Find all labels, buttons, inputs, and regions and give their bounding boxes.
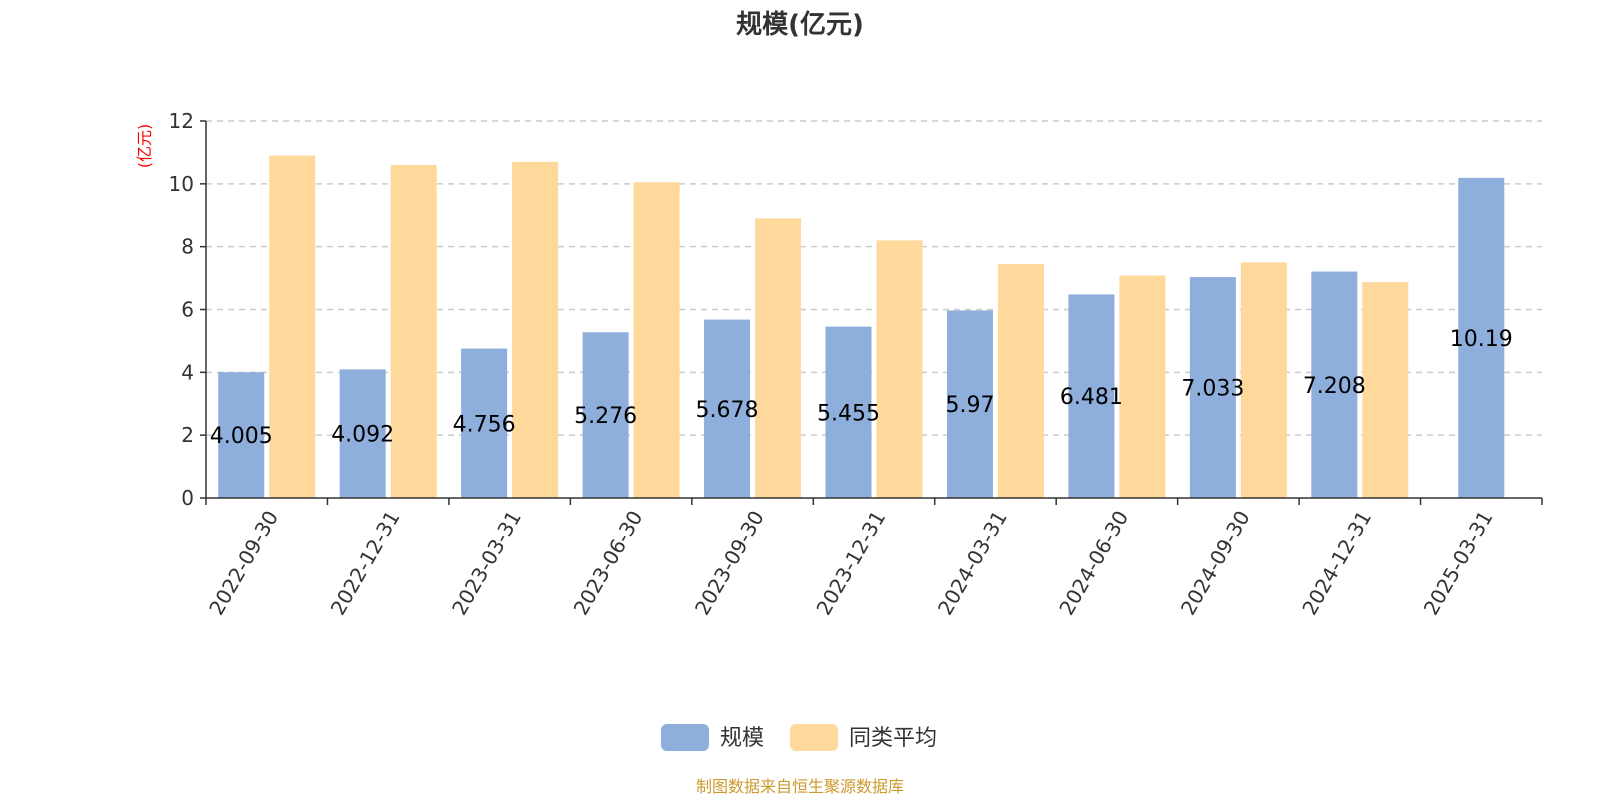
bar-9-peer-average[interactable] — [1362, 282, 1409, 498]
legend-swatch[interactable] — [661, 724, 709, 751]
bar-7-peer-average[interactable] — [1119, 275, 1166, 498]
data-labels: 4.005 4.092 4.756 5.276 5.678 5.455 5.97 6.481 7… — [210, 327, 1513, 449]
bar-3-scale[interactable] — [582, 332, 629, 498]
x-tick-label: 2023-12-31 — [811, 507, 890, 620]
x-tick-label: 2025-03-31 — [1419, 507, 1498, 620]
y-tick-label: 8 — [181, 235, 194, 259]
x-tick-label: 2022-12-31 — [326, 507, 405, 620]
bar-3-peer-average[interactable] — [633, 182, 680, 498]
bar-6-peer-average[interactable] — [997, 263, 1044, 498]
data-label: 10.19 — [1450, 327, 1513, 352]
data-label: 7.033 — [1181, 377, 1244, 402]
data-label: 4.005 — [210, 424, 273, 449]
bar-5-scale[interactable] — [825, 326, 872, 498]
data-label: 6.481 — [1060, 385, 1123, 410]
data-label: 4.756 — [453, 412, 516, 437]
bar-2-scale[interactable] — [461, 348, 508, 498]
y-axis-unit: (亿元) — [135, 124, 154, 169]
bar-8-scale[interactable] — [1189, 277, 1236, 498]
y-tick-label: 6 — [181, 298, 194, 322]
x-tick-label: 2022-09-30 — [204, 507, 283, 620]
bar-6-scale[interactable] — [946, 310, 993, 498]
legend-label[interactable]: 规模 — [720, 726, 764, 751]
bar-10-scale[interactable] — [1458, 177, 1505, 498]
legend-label[interactable]: 同类平均 — [849, 726, 937, 751]
data-label: 5.97 — [945, 393, 994, 418]
data-label: 5.276 — [574, 404, 637, 429]
bar-5-peer-average[interactable] — [876, 240, 923, 498]
bar-9-scale[interactable] — [1311, 271, 1358, 498]
x-tick-label: 2023-03-31 — [447, 507, 526, 620]
bar-7-scale[interactable] — [1068, 294, 1115, 498]
data-label: 5.455 — [817, 401, 880, 426]
x-tick-label: 2024-06-30 — [1054, 507, 1133, 620]
bar-2-peer-average[interactable] — [512, 161, 559, 498]
y-tick-label: 2 — [181, 423, 194, 447]
data-label: 7.208 — [1303, 374, 1366, 399]
bar-0-peer-average[interactable] — [269, 155, 316, 498]
x-tick-label: 2023-06-30 — [569, 507, 648, 620]
x-tick-label: 2024-03-31 — [933, 507, 1012, 620]
legend-swatch[interactable] — [790, 724, 838, 751]
bar-8-peer-average[interactable] — [1240, 262, 1287, 498]
source-note: 制图数据来自恒生聚源数据库 — [696, 777, 904, 796]
chart-title: 规模(亿元) — [736, 10, 864, 40]
y-tick-label: 0 — [181, 486, 194, 510]
y-tick-label: 4 — [181, 360, 194, 384]
y-tick-label: 10 — [169, 172, 194, 196]
y-tick-label: 12 — [169, 109, 194, 133]
bar-4-peer-average[interactable] — [755, 218, 802, 498]
bars — [218, 155, 1505, 498]
legend[interactable]: 规模 同类平均 — [661, 724, 937, 751]
data-label: 4.092 — [331, 423, 394, 448]
x-tick-label: 2023-09-30 — [690, 507, 769, 620]
data-label: 5.678 — [696, 398, 759, 423]
bar-0-scale[interactable] — [218, 372, 265, 498]
x-tick-label: 2024-12-31 — [1297, 507, 1376, 620]
bar-4-scale[interactable] — [704, 319, 751, 498]
x-tick-label: 2024-09-30 — [1176, 507, 1255, 620]
bar-1-peer-average[interactable] — [390, 164, 437, 498]
bar-1-scale[interactable] — [339, 369, 386, 498]
